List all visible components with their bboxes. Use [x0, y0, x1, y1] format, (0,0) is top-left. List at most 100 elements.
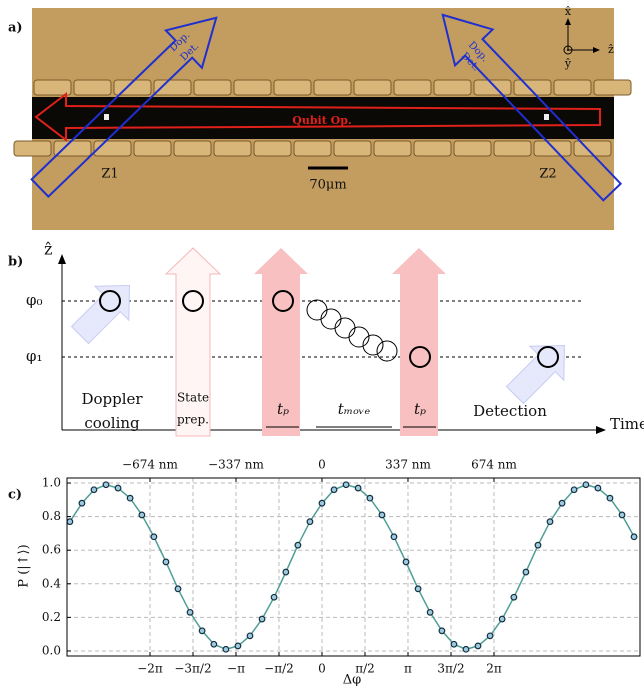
step-label: State — [177, 391, 209, 405]
data-point — [606, 494, 614, 502]
data-point — [366, 494, 374, 502]
panel-label: b) — [8, 255, 23, 270]
electrode — [153, 79, 192, 96]
pulse-arrow — [392, 248, 446, 436]
electrode — [173, 140, 212, 157]
data-point — [102, 481, 110, 489]
data-point — [174, 585, 182, 593]
prep-arrow — [164, 247, 222, 437]
electrode — [213, 140, 252, 157]
axis-label: ẑ — [44, 240, 52, 259]
electrode — [33, 79, 72, 96]
step-label: tₚ — [414, 400, 426, 418]
ion — [409, 346, 431, 368]
electrode — [553, 79, 592, 96]
y-tick-label: 0.0 — [42, 643, 61, 657]
data-point — [630, 533, 638, 541]
data-point — [534, 541, 542, 549]
electrode — [253, 140, 292, 157]
doppler-beam-arrow — [30, 16, 218, 199]
arrow-head — [593, 47, 600, 53]
y-tick-label: 0.4 — [42, 576, 61, 590]
electrode — [193, 79, 232, 96]
panel-a: a) Dop. Det. Dop. Det. Qubit Op. Z1 Z2 7… — [8, 5, 632, 230]
data-point — [318, 499, 326, 507]
ion — [182, 290, 204, 312]
ion — [362, 334, 384, 356]
x-tick-label: π — [404, 662, 412, 676]
data-point — [450, 640, 458, 648]
data-point — [138, 511, 146, 519]
x-axis-label: Δφ — [343, 673, 362, 688]
data-point — [222, 645, 230, 653]
electrode — [293, 140, 332, 157]
scale-label: 70μm — [309, 178, 346, 193]
axis-label: ŷ — [564, 57, 572, 70]
data-point — [510, 593, 518, 601]
doppler-arrow — [70, 284, 131, 345]
data-point — [186, 608, 194, 616]
axis-dot — [567, 49, 569, 51]
data-point — [426, 608, 434, 616]
plot-frame — [66, 477, 641, 657]
data-point — [150, 533, 158, 541]
ion — [99, 290, 121, 312]
ion — [272, 290, 294, 312]
electrode — [373, 140, 412, 157]
electrode — [333, 140, 372, 157]
data-point — [618, 511, 626, 519]
zone-label: Z2 — [539, 167, 556, 182]
data-point — [414, 585, 422, 593]
x-tick-label: −3π/2 — [174, 662, 211, 676]
data-point — [246, 632, 254, 640]
data-point — [210, 640, 218, 648]
panel-b: b) ẑ Time φ₀ φ₁ Doppler cooling State pr… — [8, 240, 644, 437]
arrow-head — [58, 254, 66, 264]
zone-label: Z1 — [101, 167, 118, 182]
data-point — [546, 518, 554, 526]
ion-circles — [99, 290, 559, 368]
data-point — [162, 558, 170, 566]
data-point — [570, 486, 578, 494]
pulse-arrow — [254, 248, 308, 436]
electrode — [73, 79, 112, 96]
y-tick-label: 0.2 — [42, 610, 61, 624]
electrode — [353, 79, 392, 96]
data-point — [294, 541, 302, 549]
x2-tick-label: 337 nm — [385, 458, 431, 472]
ion — [104, 114, 109, 120]
data-point — [306, 518, 314, 526]
x-tick-label: π/2 — [355, 662, 375, 676]
electrode — [13, 140, 52, 157]
step-label: tₚ — [277, 400, 289, 418]
x2-tick-label: −337 nm — [208, 458, 265, 472]
fit-line — [69, 483, 635, 651]
electrode — [133, 140, 172, 157]
panel-label: c) — [8, 488, 22, 503]
data-point — [594, 484, 602, 492]
axis-label: ẑ — [608, 43, 614, 56]
electrode — [413, 140, 452, 157]
data-point — [114, 484, 122, 492]
data-point — [378, 511, 386, 519]
x-tick-label: −2π — [137, 662, 163, 676]
data-point — [342, 481, 350, 489]
arrow-head — [596, 426, 606, 434]
data-point — [66, 518, 74, 526]
data-point — [282, 568, 290, 576]
data-point — [438, 627, 446, 635]
electrode — [393, 79, 432, 96]
step-label: Doppler — [81, 390, 143, 408]
electrode — [493, 140, 532, 157]
data-point — [234, 642, 242, 650]
panel-label: a) — [8, 21, 23, 36]
data-point — [402, 558, 410, 566]
y-axis-label: P (|↑⟩) — [17, 544, 32, 587]
x-tick-label: 0 — [318, 662, 326, 676]
electrode — [593, 79, 632, 96]
data-point — [258, 615, 266, 623]
ion — [320, 308, 342, 330]
data-point — [90, 486, 98, 494]
ion — [348, 326, 370, 348]
qubit-beam-arrow — [34, 91, 601, 143]
